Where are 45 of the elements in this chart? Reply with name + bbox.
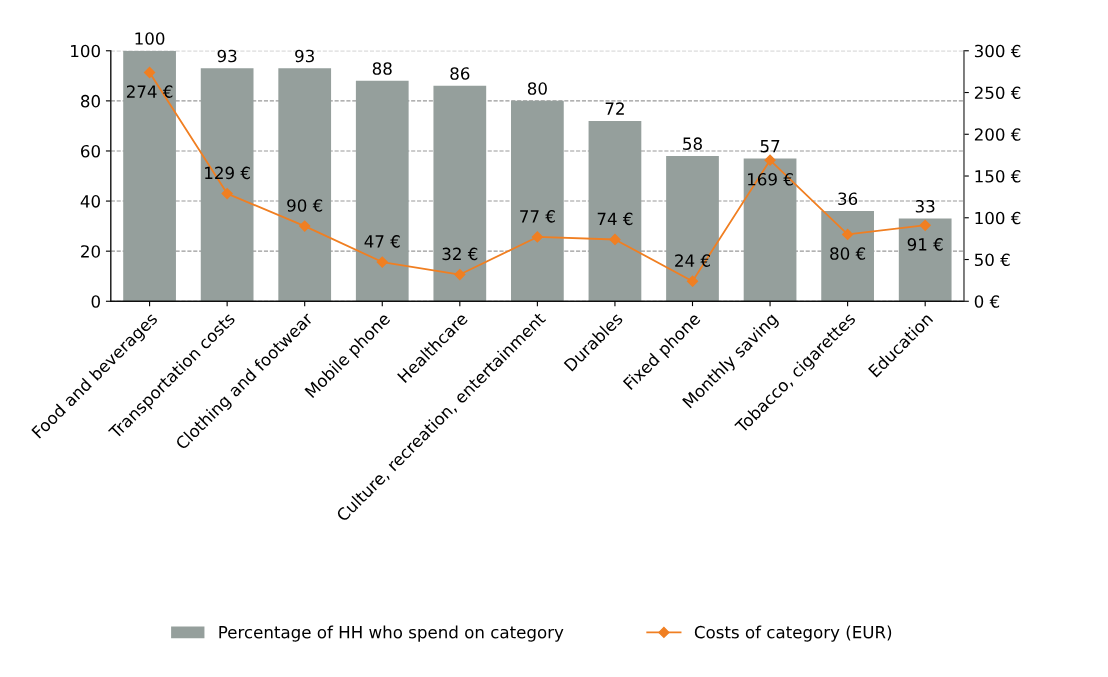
data-label: 80	[527, 82, 547, 95]
data-label: 77 €	[520, 210, 555, 223]
data-label: 88	[372, 62, 392, 75]
data-label: 91 €	[907, 238, 943, 251]
y2-tick-label: 300 €	[974, 44, 1021, 58]
data-label: 47 €	[364, 235, 400, 248]
point	[376, 256, 388, 268]
point	[454, 268, 466, 281]
data-label: 86	[450, 67, 470, 80]
y2-tick-label: 250 €	[974, 86, 1021, 100]
data-label: 90 €	[287, 199, 323, 212]
point	[686, 275, 699, 287]
y2-tick-label: 100 €	[975, 211, 1021, 225]
data-label: 93	[217, 49, 237, 63]
data-label: 80 €	[830, 247, 866, 260]
point	[842, 228, 854, 241]
point	[221, 187, 233, 200]
y-tick-label: 60	[81, 144, 100, 158]
y2-tick-label: 200 €	[974, 128, 1021, 141]
legend-label: Percentage of HH who spend on category	[219, 625, 564, 642]
point	[609, 233, 621, 246]
data-label: 33	[915, 199, 935, 213]
data-label: 274 €	[126, 85, 173, 98]
data-label: 74 €	[597, 212, 633, 226]
data-label: 93	[295, 49, 314, 63]
data-label: 58	[683, 137, 702, 150]
y2-tick-label: 50 €	[974, 253, 1010, 267]
y-tick-label: 80	[81, 94, 100, 108]
point	[919, 219, 931, 231]
legend-label: Costs of category (EUR)	[694, 625, 892, 642]
y2-tick-label: 0 €	[974, 295, 1000, 308]
data-label: 36	[838, 192, 858, 206]
y-tick-label: 100	[71, 44, 100, 58]
y-tick-label: 40	[80, 195, 100, 208]
y-tick-label: 20	[81, 245, 100, 258]
y2-tick-label: 150 €	[975, 169, 1021, 183]
point	[531, 231, 543, 243]
data-label: 72	[605, 102, 624, 115]
data-label: 57	[760, 140, 780, 153]
data-label: 100	[135, 32, 165, 45]
data-label: 32 €	[442, 247, 478, 261]
point	[143, 66, 156, 79]
point	[764, 154, 776, 166]
point	[299, 220, 311, 232]
y-tick-label: 0	[91, 295, 100, 308]
